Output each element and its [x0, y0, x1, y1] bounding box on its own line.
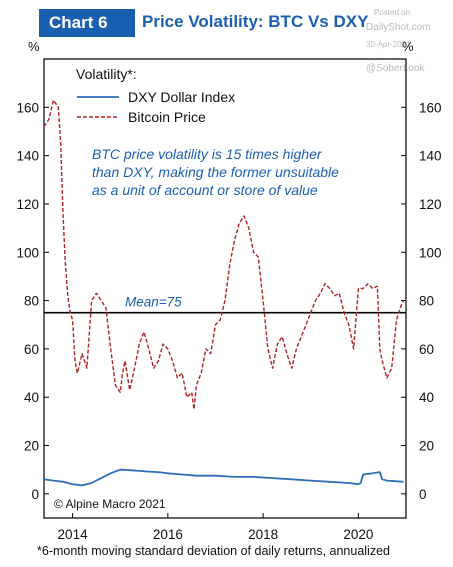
- watermark-handle: @SoberLook: [366, 63, 425, 74]
- x-tick-label: 2016: [153, 527, 183, 542]
- y-tick-label-left: 0: [31, 487, 39, 502]
- legend-title: Volatility*:: [76, 66, 137, 82]
- y-tick-label-right: 0: [419, 487, 427, 502]
- mean-label: Mean=75: [125, 295, 182, 310]
- y-unit-right: %: [402, 39, 414, 54]
- watermark-date: 30-Apr-2021: [366, 40, 411, 49]
- legend-label-dxy: DXY Dollar Index: [128, 89, 235, 105]
- y-tick-label-right: 80: [419, 294, 434, 309]
- annotation-line: BTC price volatility is 15 times higher: [92, 146, 323, 162]
- y-tick-label-left: 100: [16, 245, 39, 260]
- annotation-line: than DXY, making the former unsuitable: [92, 164, 339, 180]
- plot-frame: [43, 58, 407, 519]
- y-tick-label-left: 20: [24, 439, 39, 454]
- y-tick-label-right: 40: [419, 390, 434, 405]
- source-label: © Alpine Macro 2021: [54, 497, 166, 511]
- x-tick-label: 2020: [343, 527, 373, 542]
- y-tick-label-left: 80: [24, 294, 39, 309]
- watermark-site: DailyShot.com: [366, 22, 431, 33]
- y-tick-label-right: 20: [419, 439, 434, 454]
- y-tick-label-right: 160: [419, 100, 442, 115]
- annotation-line: as a unit of account or store of value: [92, 182, 318, 198]
- chart-header: Chart 6 Price Volatility: BTC Vs DXY Pos…: [0, 0, 453, 74]
- y-tick-label-right: 140: [419, 149, 442, 164]
- y-tick-label-left: 40: [24, 390, 39, 405]
- chart-footnote: *6-month moving standard deviation of da…: [37, 544, 390, 558]
- x-tick-label: 2014: [58, 527, 89, 542]
- watermark-posted: Posted on: [374, 8, 411, 17]
- legend-label-bitcoin: Bitcoin Price: [128, 109, 206, 125]
- x-tick-label: 2018: [248, 527, 278, 542]
- y-tick-label-right: 60: [419, 342, 434, 357]
- y-unit-left: %: [28, 39, 40, 54]
- y-tick-label-left: 60: [24, 342, 39, 357]
- series-line-bitcoin: [43, 99, 405, 410]
- chart-title: Price Volatility: BTC Vs DXY: [142, 12, 369, 31]
- y-tick-label-right: 100: [419, 245, 442, 260]
- y-tick-label-left: 160: [16, 100, 39, 115]
- y-tick-label-right: 120: [419, 197, 442, 212]
- y-tick-label-left: 140: [16, 149, 39, 164]
- chart-number-badge: Chart 6: [39, 9, 135, 37]
- y-tick-label-left: 120: [16, 197, 39, 212]
- series-line-dxy: [43, 468, 404, 487]
